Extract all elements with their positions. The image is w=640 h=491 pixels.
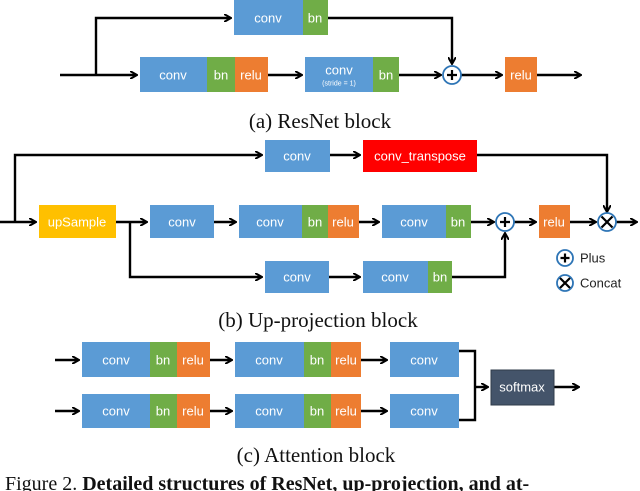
conv-label: conv [325, 63, 353, 78]
bn-box [446, 205, 471, 238]
concat-icon [597, 212, 617, 232]
relu-box [331, 342, 361, 377]
relu-box [331, 394, 361, 428]
bn-label: bn [214, 68, 228, 83]
bn-box [428, 261, 452, 293]
conv-label: conv [255, 353, 283, 368]
bn-label: bn [308, 215, 322, 230]
relu-label: relu [543, 215, 565, 230]
conv-box [82, 342, 150, 377]
concat-icon [556, 274, 574, 292]
conv-label: conv [283, 270, 311, 285]
plus-icon [556, 249, 574, 267]
bn-label: bn [156, 404, 170, 419]
relu-label: relu [335, 353, 357, 368]
conv-box [82, 394, 150, 428]
relu-label: relu [182, 404, 204, 419]
conv-box [363, 261, 428, 293]
relu-box [328, 205, 359, 238]
conv-box [390, 342, 459, 377]
relu-box [505, 57, 537, 92]
conv-label: conv [168, 215, 196, 230]
bn-box [304, 394, 331, 428]
bn-box [150, 394, 177, 428]
conv-label: conv [159, 68, 187, 83]
relu-label: relu [182, 353, 204, 368]
conv-label: conv [256, 215, 284, 230]
conv-label: conv [102, 353, 130, 368]
conv-box [265, 261, 329, 293]
figure-caption-bold: Detailed structures of ResNet, up-projec… [82, 473, 529, 491]
bn-box [302, 205, 328, 238]
conv-transpose-label: conv_transpose [374, 149, 466, 164]
conv-label: conv [102, 404, 130, 419]
bn-label: bn [433, 270, 447, 285]
bn-box [373, 57, 399, 92]
plus-icon [442, 65, 462, 85]
relu-box [235, 57, 268, 92]
plus-icon [495, 212, 515, 232]
figure-caption: Figure 2. Detailed structures of ResNet,… [5, 473, 529, 491]
bn-label: bn [310, 353, 324, 368]
conv-label: conv [381, 270, 409, 285]
caption-a: (a) ResNet block [249, 109, 392, 133]
conv-box [239, 205, 302, 238]
relu-label: relu [510, 68, 532, 83]
legend-plus: Plus [580, 251, 606, 266]
bn-label: bn [379, 68, 393, 83]
upsample-label: upSample [48, 215, 107, 230]
relu-label: relu [240, 68, 262, 83]
conv-label: conv [400, 215, 428, 230]
relu-box [177, 394, 210, 428]
conv-transpose-box [363, 140, 477, 172]
figure-caption-prefix: Figure 2. [5, 473, 82, 491]
bn-box [150, 342, 177, 377]
bn-label: bn [308, 11, 322, 26]
relu-label: relu [332, 215, 354, 230]
conv-box [265, 140, 330, 172]
conv-label: conv [410, 404, 438, 419]
bn-label: bn [451, 215, 465, 230]
bn-box [303, 0, 328, 35]
resnet-block: conv bn conv bn relu conv (stride = 1) b… [60, 0, 580, 133]
conv-box [235, 342, 304, 377]
relu-box [177, 342, 210, 377]
relu-label: relu [335, 404, 357, 419]
bn-label: bn [156, 353, 170, 368]
softmax-label: softmax [499, 380, 545, 395]
bn-box [304, 342, 331, 377]
conv-label: conv [410, 353, 438, 368]
conv-box [382, 205, 446, 238]
stride-label: (stride = 1) [322, 81, 356, 88]
up-projection-block: conv conv_transpose upSample conv conv b… [0, 140, 636, 332]
conv-box [140, 57, 207, 92]
conv-box [234, 0, 303, 35]
caption-c: (c) Attention block [237, 443, 396, 467]
relu-box [539, 205, 570, 238]
conv-box [150, 205, 214, 238]
attention-block: conv bn relu conv bn relu conv conv bn r… [55, 342, 578, 467]
conv-box [390, 394, 459, 428]
bn-label: bn [310, 404, 324, 419]
legend-concat: Concat [580, 276, 622, 291]
caption-b: (b) Up-projection block [218, 308, 418, 332]
softmax-box [490, 369, 555, 406]
conv-stride-box [305, 57, 373, 92]
conv-box [235, 394, 304, 428]
conv-label: conv [254, 11, 282, 26]
legend: Plus Concat [556, 249, 622, 292]
conv-label: conv [283, 149, 311, 164]
bn-box [207, 57, 235, 92]
conv-label: conv [255, 404, 283, 419]
upsample-box [39, 205, 116, 238]
